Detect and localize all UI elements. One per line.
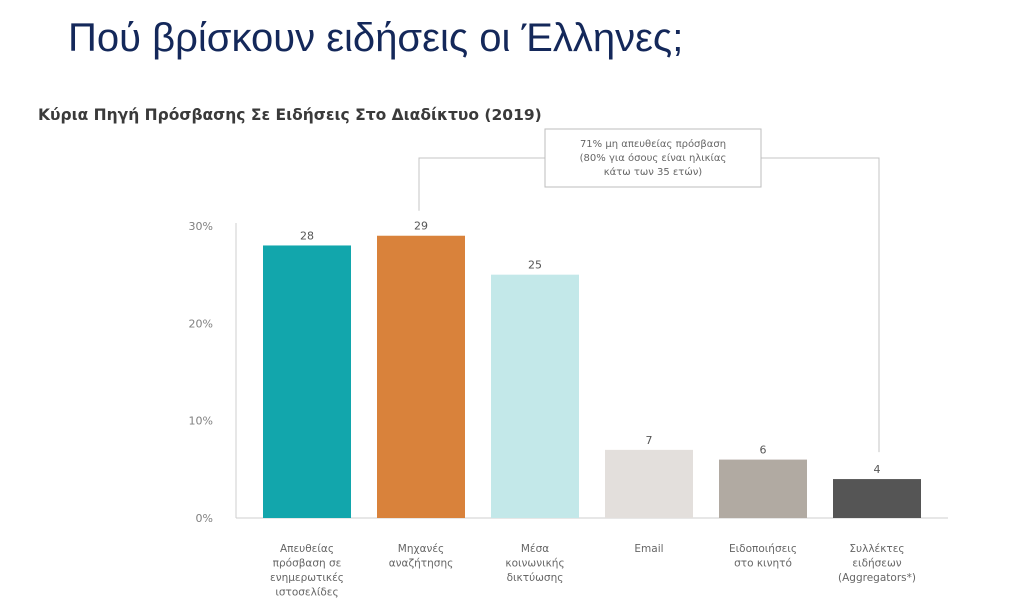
category-label: πρόσβαση σε	[273, 558, 342, 570]
category-label: στο κινητό	[734, 558, 792, 570]
bar	[377, 235, 465, 518]
chart-title: Κύρια Πηγή Πρόσβασης Σε Ειδήσεις Στο Δια…	[38, 106, 542, 124]
category-label: (Aggregators*)	[838, 572, 916, 584]
category-label: Συλλέκτες	[849, 543, 904, 555]
slide-title: Πού βρίσκουν ειδήσεις οι Έλληνες;	[68, 16, 684, 60]
category-label: κοινωνικής	[505, 558, 564, 570]
bar-value-label: 29	[414, 220, 428, 233]
category-label: ειδήσεων	[852, 558, 901, 570]
y-tick-label: 0%	[196, 512, 213, 525]
bar-value-label: 6	[760, 444, 767, 457]
bar	[719, 459, 807, 518]
bar-value-label: 25	[528, 259, 542, 272]
annotation-bracket	[418, 157, 880, 453]
category-label: Απευθείας	[280, 543, 334, 555]
category-label: Ειδοποιήσεις	[729, 543, 797, 555]
annotation-text: 71% μη απευθείας πρόσβαση	[580, 138, 726, 150]
category-label: Μέσα	[521, 543, 549, 555]
bar	[263, 245, 351, 518]
annotation-text: κάτω των 35 ετών)	[604, 166, 703, 178]
y-tick-label: 20%	[189, 317, 213, 330]
category-label: Μηχανές	[398, 543, 444, 555]
bar-value-label: 4	[874, 463, 881, 476]
bar-value-label: 28	[300, 229, 314, 242]
category-label: Email	[634, 543, 663, 555]
y-tick-label: 10%	[189, 415, 213, 428]
y-tick-label: 30%	[189, 220, 213, 233]
bar	[833, 479, 921, 518]
annotation-text: (80% για όσους είναι ηλικίας	[580, 152, 727, 164]
category-label: δικτύωσης	[507, 572, 564, 584]
bar-value-label: 7	[646, 434, 653, 447]
category-label: ιστοσελίδες	[275, 587, 338, 599]
bar	[605, 449, 693, 518]
bar	[491, 274, 579, 518]
category-label: αναζήτησης	[389, 558, 454, 570]
category-label: ενημερωτικές	[270, 572, 344, 584]
annotation-box	[544, 128, 762, 188]
